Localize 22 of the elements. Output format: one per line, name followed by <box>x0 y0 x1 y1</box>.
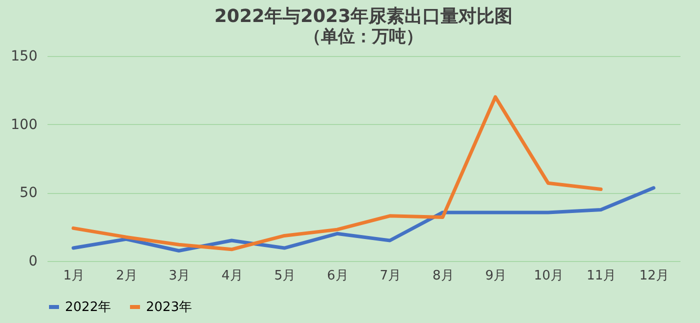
x-tick-label: 7月 <box>380 268 402 284</box>
x-tick-label: 2月 <box>116 268 138 284</box>
x-tick-label: 3月 <box>168 268 190 284</box>
y-tick-label: 0 <box>28 254 38 270</box>
line-series <box>72 186 656 252</box>
y-tick-label: 150 <box>10 48 38 64</box>
x-tick-label: 1月 <box>63 268 85 284</box>
chart-subtitle: （单位：万吨） <box>304 27 423 47</box>
x-tick-label: 6月 <box>326 268 348 284</box>
x-tick-label: 8月 <box>432 268 454 284</box>
x-tick-label: 9月 <box>485 268 507 284</box>
x-tick-label: 4月 <box>221 268 243 284</box>
y-tick-label: 50 <box>20 185 38 202</box>
x-tick-label: 5月 <box>274 268 296 284</box>
chart-title: 2022年与2023年尿素出口量对比图 <box>214 6 513 27</box>
legend-label: 2022年 <box>65 300 112 315</box>
x-tick-label: 12月 <box>639 268 669 284</box>
y-tick-label: 100 <box>10 116 38 133</box>
x-tick-label: 11月 <box>586 268 616 284</box>
line-series <box>72 95 603 252</box>
legend-label: 2023年 <box>146 300 192 315</box>
x-tick-label: 10月 <box>534 268 564 284</box>
